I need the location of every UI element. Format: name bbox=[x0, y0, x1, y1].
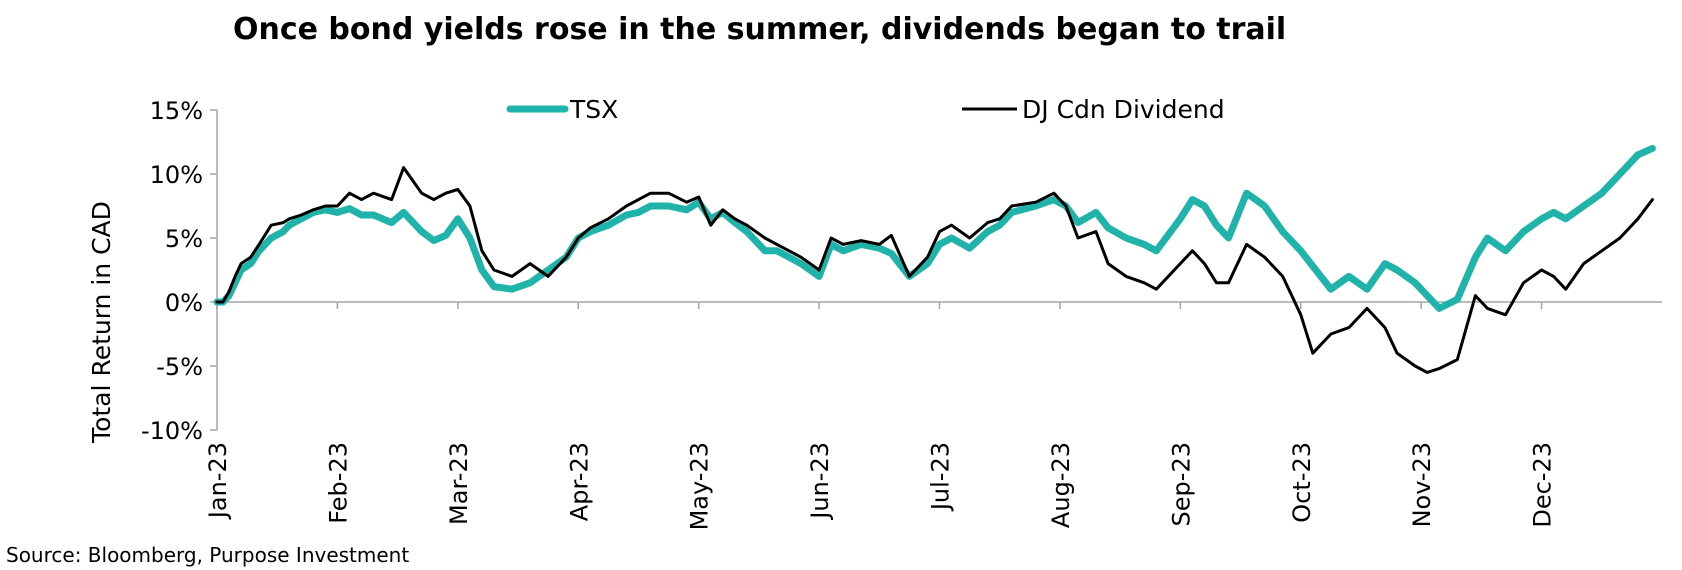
x-tick-label: Apr-23 bbox=[565, 442, 593, 521]
x-tick-label: Feb-23 bbox=[324, 442, 352, 524]
series-line-tsx bbox=[213, 144, 1656, 312]
y-tick-label: 5% bbox=[165, 225, 203, 253]
x-tick-label: Jul-23 bbox=[927, 442, 955, 512]
x-axis: Jan-23 Feb-23 Mar-23 Apr-23 May-23 Jun-23 Jul-… bbox=[204, 301, 1662, 530]
series-layer bbox=[213, 144, 1656, 374]
x-tick-label: Jun-23 bbox=[806, 442, 834, 521]
x-tick-label: Oct-23 bbox=[1288, 442, 1316, 523]
y-tick-label: -10% bbox=[141, 417, 203, 445]
x-tick-label: Nov-23 bbox=[1408, 442, 1436, 527]
y-axis: -10% -5% 0% 5% 10% 15% bbox=[141, 97, 218, 445]
x-tick-label: Dec-23 bbox=[1529, 442, 1557, 528]
x-tick-label: Mar-23 bbox=[445, 442, 473, 525]
y-tick-label: 0% bbox=[165, 289, 203, 317]
series-line-dj-cdn-dividend bbox=[215, 166, 1654, 374]
legend: TSX DJ Cdn Dividend bbox=[506, 95, 1225, 124]
x-tick-label: May-23 bbox=[686, 442, 714, 530]
y-tick-label: 10% bbox=[150, 161, 203, 189]
chart-title: Once bond yields rose in the summer, div… bbox=[233, 12, 1286, 47]
legend-label-tsx: TSX bbox=[569, 95, 618, 124]
source-note: Source: Bloomberg, Purpose Investment bbox=[6, 543, 409, 567]
legend-label-dj-cdn-dividend: DJ Cdn Dividend bbox=[1022, 95, 1225, 124]
x-tick-label: Aug-23 bbox=[1047, 442, 1075, 528]
x-tick-label: Jan-23 bbox=[204, 442, 232, 520]
y-tick-label: 15% bbox=[150, 97, 203, 125]
x-tick-label: Sep-23 bbox=[1167, 442, 1195, 526]
y-axis-label: Total Return in CAD bbox=[87, 201, 116, 444]
y-tick-label: -5% bbox=[156, 353, 203, 381]
